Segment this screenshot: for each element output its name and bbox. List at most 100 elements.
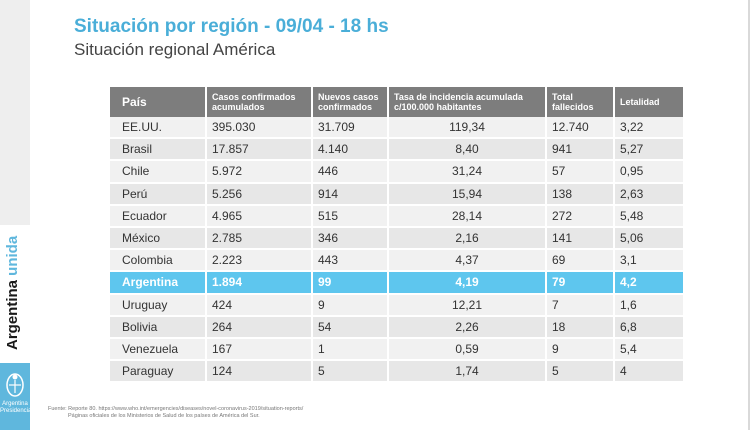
presidency-logo: Argentina Presidencia <box>0 363 32 430</box>
cell-rate: 4,37 <box>389 250 547 273</box>
cell-rate: 4,19 <box>389 272 547 295</box>
table-row: Perú 5.256 914 15,94 138 2,63 <box>110 183 683 206</box>
cell-rate: 12,21 <box>389 294 547 317</box>
cell-lethality: 3,1 <box>615 250 683 273</box>
cell-country: Chile <box>110 161 207 184</box>
cell-lethality: 2,63 <box>615 183 683 206</box>
cell-country: EE.UU. <box>110 117 207 140</box>
cell-rate: 8,40 <box>389 139 547 162</box>
cell-lethality: 6,8 <box>615 316 683 339</box>
cell-cases: 5.256 <box>207 183 313 206</box>
cell-deaths: 69 <box>547 250 615 273</box>
cell-cases: 2.785 <box>207 227 313 251</box>
table-row: Argentina 1.894 99 4,19 79 4,2 <box>110 272 683 295</box>
cell-deaths: 141 <box>547 227 615 251</box>
table-row: Ecuador 4.965 515 28,14 272 5,48 <box>110 205 683 228</box>
cell-new-cases: 1 <box>313 338 389 362</box>
cell-lethality: 1,6 <box>615 294 683 317</box>
table-row: Venezuela 167 1 0,59 9 5,4 <box>110 338 683 362</box>
table-row: Paraguay 124 5 1,74 5 4 <box>110 361 683 384</box>
table-row: EE.UU. 395.030 31.709 119,34 12.740 3,22 <box>110 117 683 140</box>
cell-cases: 5.972 <box>207 161 313 184</box>
cell-lethality: 3,22 <box>615 117 683 140</box>
cell-country: México <box>110 227 207 251</box>
cell-new-cases: 31.709 <box>313 117 389 140</box>
cell-rate: 31,24 <box>389 161 547 184</box>
brand-strip-top <box>0 0 30 225</box>
cell-country: Bolivia <box>110 316 207 339</box>
slide-border <box>748 0 750 430</box>
table-row: México 2.785 346 2,16 141 5,06 <box>110 227 683 251</box>
cell-lethality: 4,2 <box>615 272 683 295</box>
cell-deaths: 272 <box>547 205 615 228</box>
header-cases: Casos confirmados acumulados <box>207 87 313 117</box>
cell-deaths: 9 <box>547 338 615 362</box>
cell-cases: 17.857 <box>207 139 313 162</box>
brand-strip: Argentina unida Argentina Presidencia <box>0 0 32 430</box>
page-title: Situación por región - 09/04 - 18 hs <box>74 16 389 37</box>
cell-lethality: 5,27 <box>615 139 683 162</box>
cell-lethality: 5,06 <box>615 227 683 251</box>
cell-deaths: 79 <box>547 272 615 295</box>
cell-deaths: 57 <box>547 161 615 184</box>
table-row: Brasil 17.857 4.140 8,40 941 5,27 <box>110 139 683 162</box>
cell-deaths: 5 <box>547 361 615 384</box>
cell-rate: 15,94 <box>389 183 547 206</box>
cell-country: Colombia <box>110 250 207 273</box>
table-row: Colombia 2.223 443 4,37 69 3,1 <box>110 250 683 273</box>
cell-new-cases: 5 <box>313 361 389 384</box>
cell-cases: 124 <box>207 361 313 384</box>
page-subtitle: Situación regional América <box>74 40 276 59</box>
cell-deaths: 18 <box>547 316 615 339</box>
cell-country: Perú <box>110 183 207 206</box>
cell-lethality: 5,48 <box>615 205 683 228</box>
brand-word-1: Argentina <box>4 279 21 350</box>
cell-cases: 1.894 <box>207 272 313 295</box>
footnote-line-1: Fuente: Reporte 80. https://www.who.int/… <box>48 406 304 412</box>
cell-cases: 167 <box>207 338 313 362</box>
cell-country: Argentina <box>110 272 207 295</box>
cell-lethality: 0,95 <box>615 161 683 184</box>
header-lethality: Letalidad <box>615 87 683 117</box>
header-deaths: Total fallecidos <box>547 87 615 117</box>
header-rate: Tasa de incidencia acumulada c/100.000 h… <box>389 87 547 117</box>
cell-deaths: 7 <box>547 294 615 317</box>
cell-rate: 119,34 <box>389 117 547 140</box>
table-row: Bolivia 264 54 2,26 18 6,8 <box>110 316 683 339</box>
cell-rate: 1,74 <box>389 361 547 384</box>
vertical-brand-text: Argentina unida <box>4 236 124 350</box>
cell-lethality: 4 <box>615 361 683 384</box>
cell-cases: 4.965 <box>207 205 313 228</box>
cell-cases: 264 <box>207 316 313 339</box>
table-row: Chile 5.972 446 31,24 57 0,95 <box>110 161 683 184</box>
coat-of-arms-icon <box>6 373 24 397</box>
cell-country: Uruguay <box>110 294 207 317</box>
header-country: País <box>110 87 207 117</box>
cell-deaths: 941 <box>547 139 615 162</box>
cell-deaths: 12.740 <box>547 117 615 140</box>
cell-new-cases: 914 <box>313 183 389 206</box>
cell-rate: 2,26 <box>389 316 547 339</box>
region-table: País Casos confirmados acumulados Nuevos… <box>110 87 683 384</box>
cell-rate: 0,59 <box>389 338 547 362</box>
cell-new-cases: 446 <box>313 161 389 184</box>
logo-caption: Argentina Presidencia <box>0 401 32 415</box>
table-row: Uruguay 424 9 12,21 7 1,6 <box>110 294 683 317</box>
logo-caption-1: Argentina <box>2 401 28 407</box>
cell-new-cases: 346 <box>313 227 389 251</box>
cell-rate: 28,14 <box>389 205 547 228</box>
cell-lethality: 5,4 <box>615 338 683 362</box>
cell-new-cases: 99 <box>313 272 389 295</box>
cell-new-cases: 4.140 <box>313 139 389 162</box>
cell-deaths: 138 <box>547 183 615 206</box>
cell-country: Brasil <box>110 139 207 162</box>
header-new-cases: Nuevos casos confirmados <box>313 87 389 117</box>
cell-country: Ecuador <box>110 205 207 228</box>
cell-cases: 395.030 <box>207 117 313 140</box>
cell-cases: 2.223 <box>207 250 313 273</box>
logo-caption-2: Presidencia <box>0 408 32 414</box>
cell-new-cases: 443 <box>313 250 389 273</box>
cell-new-cases: 54 <box>313 316 389 339</box>
cell-country: Paraguay <box>110 361 207 384</box>
